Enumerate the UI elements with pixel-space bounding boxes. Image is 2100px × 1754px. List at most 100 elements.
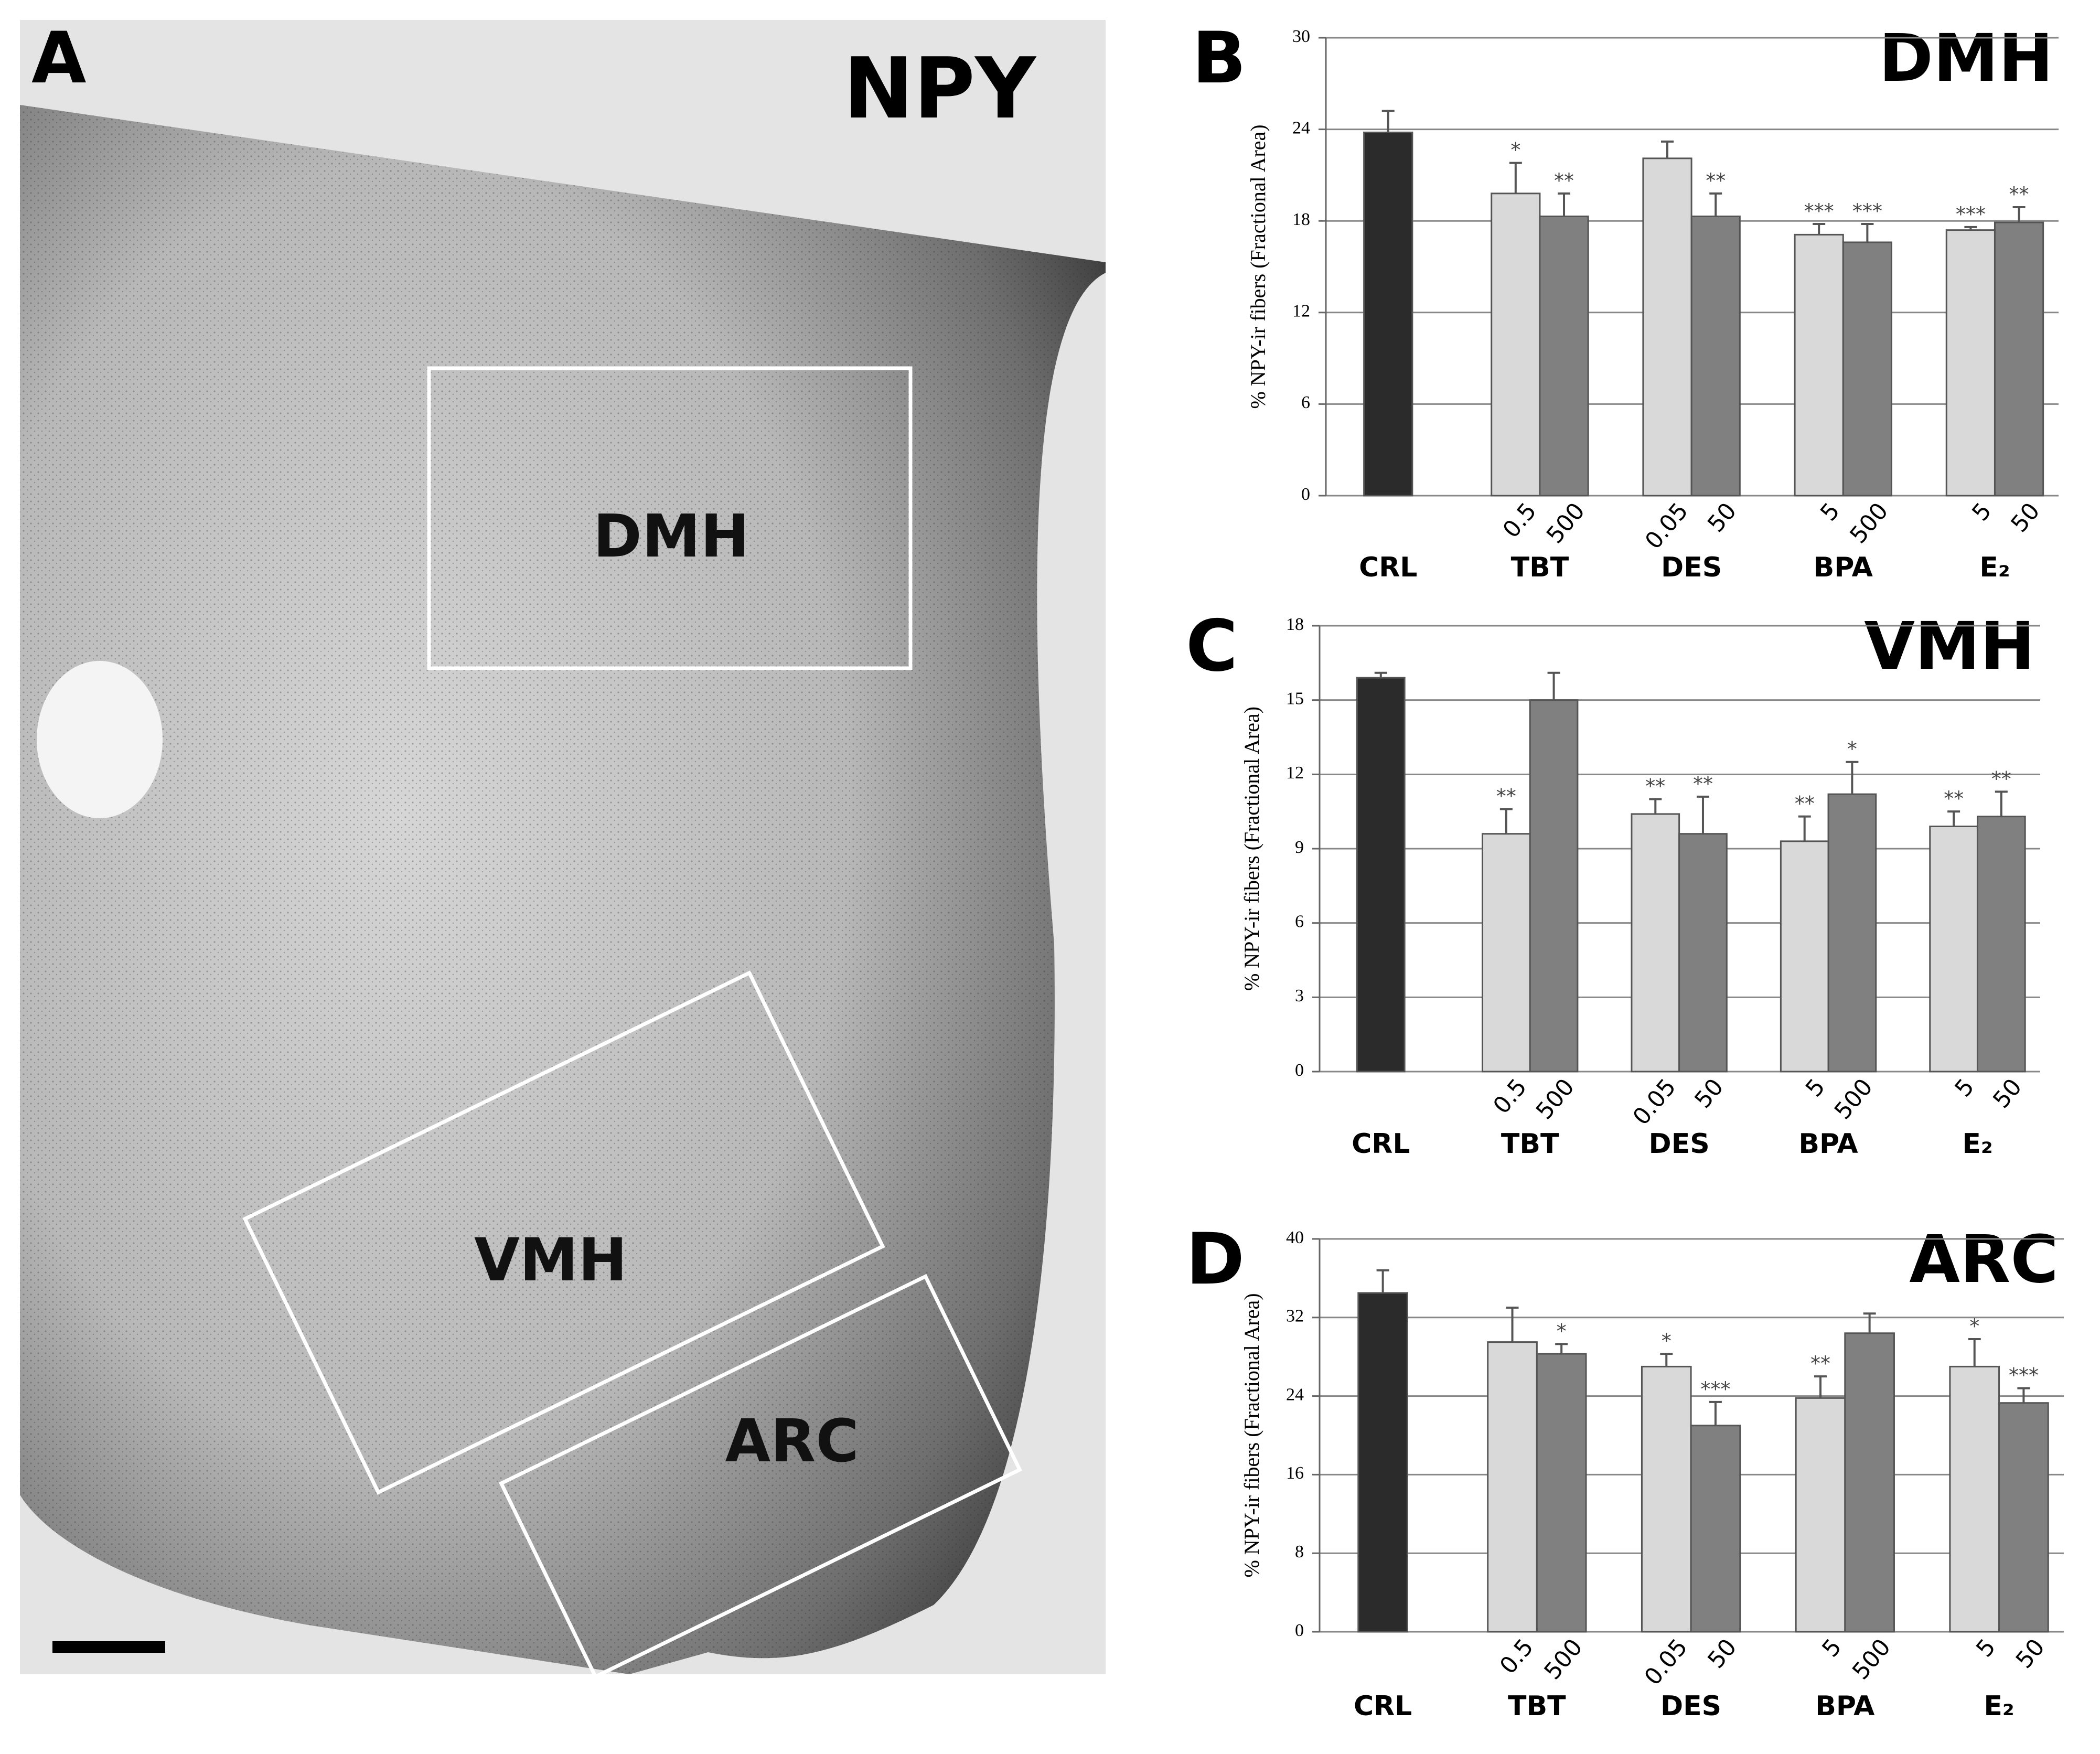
x-tick-label: 500 bbox=[1829, 1074, 1878, 1125]
region-box bbox=[242, 970, 885, 1495]
error-bar bbox=[1374, 671, 1387, 678]
panel-letter: B bbox=[1192, 17, 1246, 99]
x-tick-label: 500 bbox=[1539, 1634, 1588, 1685]
panel-letter: C bbox=[1186, 605, 1238, 687]
error-bar bbox=[1661, 140, 1674, 158]
y-tick-label: 12 bbox=[1292, 302, 1310, 321]
panel-title: NPY bbox=[843, 39, 1037, 137]
group-label: E₂ bbox=[1984, 1691, 2014, 1722]
x-tick-label: 5 bbox=[1967, 498, 1997, 526]
y-tick-label: 40 bbox=[1286, 1228, 1304, 1247]
significance-label: * bbox=[1847, 737, 1857, 761]
chart-title: VMH bbox=[1864, 608, 2035, 685]
group-label: BPA bbox=[1814, 552, 1873, 583]
bar bbox=[1929, 826, 1978, 1073]
significance-label: * bbox=[1557, 1320, 1567, 1343]
x-tick-label: 50 bbox=[1988, 1074, 2027, 1114]
y-tick-label: 9 bbox=[1295, 838, 1304, 857]
x-tick-label: 500 bbox=[1531, 1074, 1580, 1125]
significance-label: ** bbox=[2009, 183, 2029, 206]
bar bbox=[1357, 1292, 1408, 1633]
x-tick-label: 0.5 bbox=[1495, 1634, 1539, 1679]
y-tick-label: 0 bbox=[1295, 1061, 1304, 1080]
significance-label: ** bbox=[1706, 169, 1726, 192]
group-label: DES bbox=[1660, 1691, 1721, 1722]
group-label: DES bbox=[1649, 1128, 1710, 1160]
y-tick-label: 0 bbox=[1301, 485, 1310, 504]
y-tick-label: 18 bbox=[1286, 615, 1304, 634]
y-axis-label: % NPY-ir fibers (Fractional Area) bbox=[1240, 707, 1263, 991]
y-tick-label: 24 bbox=[1292, 118, 1310, 137]
bar bbox=[1827, 793, 1877, 1073]
error-bar bbox=[1995, 790, 2008, 817]
region-label: DMH bbox=[593, 502, 749, 571]
y-axis-label: % NPY-ir fibers (Fractional Area) bbox=[1240, 1293, 1263, 1577]
group-label: DES bbox=[1661, 552, 1722, 583]
error-bar bbox=[1709, 192, 1722, 217]
group-label: TBT bbox=[1508, 1691, 1566, 1722]
significance-label: ** bbox=[1944, 787, 1964, 810]
y-tick-label: 18 bbox=[1292, 210, 1310, 229]
chart-title: DMH bbox=[1879, 20, 2053, 97]
error-bar bbox=[1555, 1343, 1568, 1354]
significance-label: ** bbox=[1795, 792, 1815, 815]
x-tick-label: 0.5 bbox=[1488, 1074, 1532, 1119]
bar bbox=[1363, 131, 1413, 497]
y-tick-label: 30 bbox=[1292, 27, 1310, 46]
bar bbox=[1949, 1365, 2000, 1633]
group-label: E₂ bbox=[1979, 552, 2010, 583]
significance-label: *** bbox=[1956, 202, 1986, 226]
significance-label: ** bbox=[1810, 1352, 1830, 1375]
error-bar bbox=[1947, 810, 1960, 827]
bar bbox=[1529, 699, 1579, 1073]
chart-title: ARC bbox=[1909, 1222, 2059, 1298]
bar bbox=[1794, 233, 1844, 497]
y-tick-label: 24 bbox=[1286, 1385, 1304, 1404]
error-bar bbox=[1499, 808, 1513, 834]
bar bbox=[1631, 813, 1680, 1073]
x-tick-label: 0.05 bbox=[1640, 498, 1694, 554]
error-bar bbox=[1846, 761, 1859, 795]
x-tick-label: 5 bbox=[1971, 1634, 2001, 1662]
y-tick-label: 15 bbox=[1286, 689, 1304, 708]
x-tick-label: 0.05 bbox=[1628, 1074, 1681, 1130]
micrograph: DMH VMH ARC A NPY bbox=[20, 17, 1106, 1680]
bar bbox=[1678, 833, 1728, 1073]
region-box bbox=[427, 366, 913, 670]
x-tick-label: 5 bbox=[1949, 1074, 1979, 1102]
group-label: CRL bbox=[1352, 1128, 1410, 1160]
group-label: BPA bbox=[1798, 1128, 1858, 1160]
region-box bbox=[498, 1274, 1023, 1680]
bar bbox=[1642, 157, 1692, 497]
group-label: CRL bbox=[1354, 1691, 1412, 1722]
bar bbox=[1844, 1332, 1895, 1633]
error-bar bbox=[1709, 1400, 1722, 1426]
group-label: TBT bbox=[1501, 1128, 1559, 1160]
error-bar bbox=[1813, 223, 1826, 235]
error-bar bbox=[2017, 1387, 2030, 1403]
error-bar bbox=[1814, 1375, 1827, 1398]
y-tick-label: 12 bbox=[1286, 763, 1304, 783]
bar bbox=[1536, 1353, 1587, 1633]
significance-label: * bbox=[1510, 138, 1520, 162]
error-bar bbox=[1376, 1269, 1389, 1293]
y-tick-label: 8 bbox=[1295, 1542, 1304, 1562]
x-tick-label: 0.5 bbox=[1498, 498, 1542, 543]
significance-label: * bbox=[1969, 1314, 1979, 1338]
error-bar bbox=[1964, 226, 1977, 230]
panel-letter: A bbox=[31, 17, 86, 99]
error-bar bbox=[1506, 1307, 1519, 1342]
x-tick-label: 5 bbox=[1815, 498, 1845, 526]
group-label: E₂ bbox=[1962, 1128, 1992, 1160]
bar bbox=[1780, 840, 1829, 1073]
error-bar bbox=[1863, 1312, 1876, 1333]
bar bbox=[1945, 229, 1996, 497]
significance-label: *** bbox=[1700, 1377, 1730, 1400]
error-bar bbox=[1509, 162, 1522, 194]
bar bbox=[1487, 1341, 1538, 1633]
vessel bbox=[37, 661, 163, 818]
y-tick-label: 3 bbox=[1295, 986, 1304, 1006]
error-bar bbox=[1558, 192, 1571, 217]
group-label: TBT bbox=[1511, 552, 1569, 583]
